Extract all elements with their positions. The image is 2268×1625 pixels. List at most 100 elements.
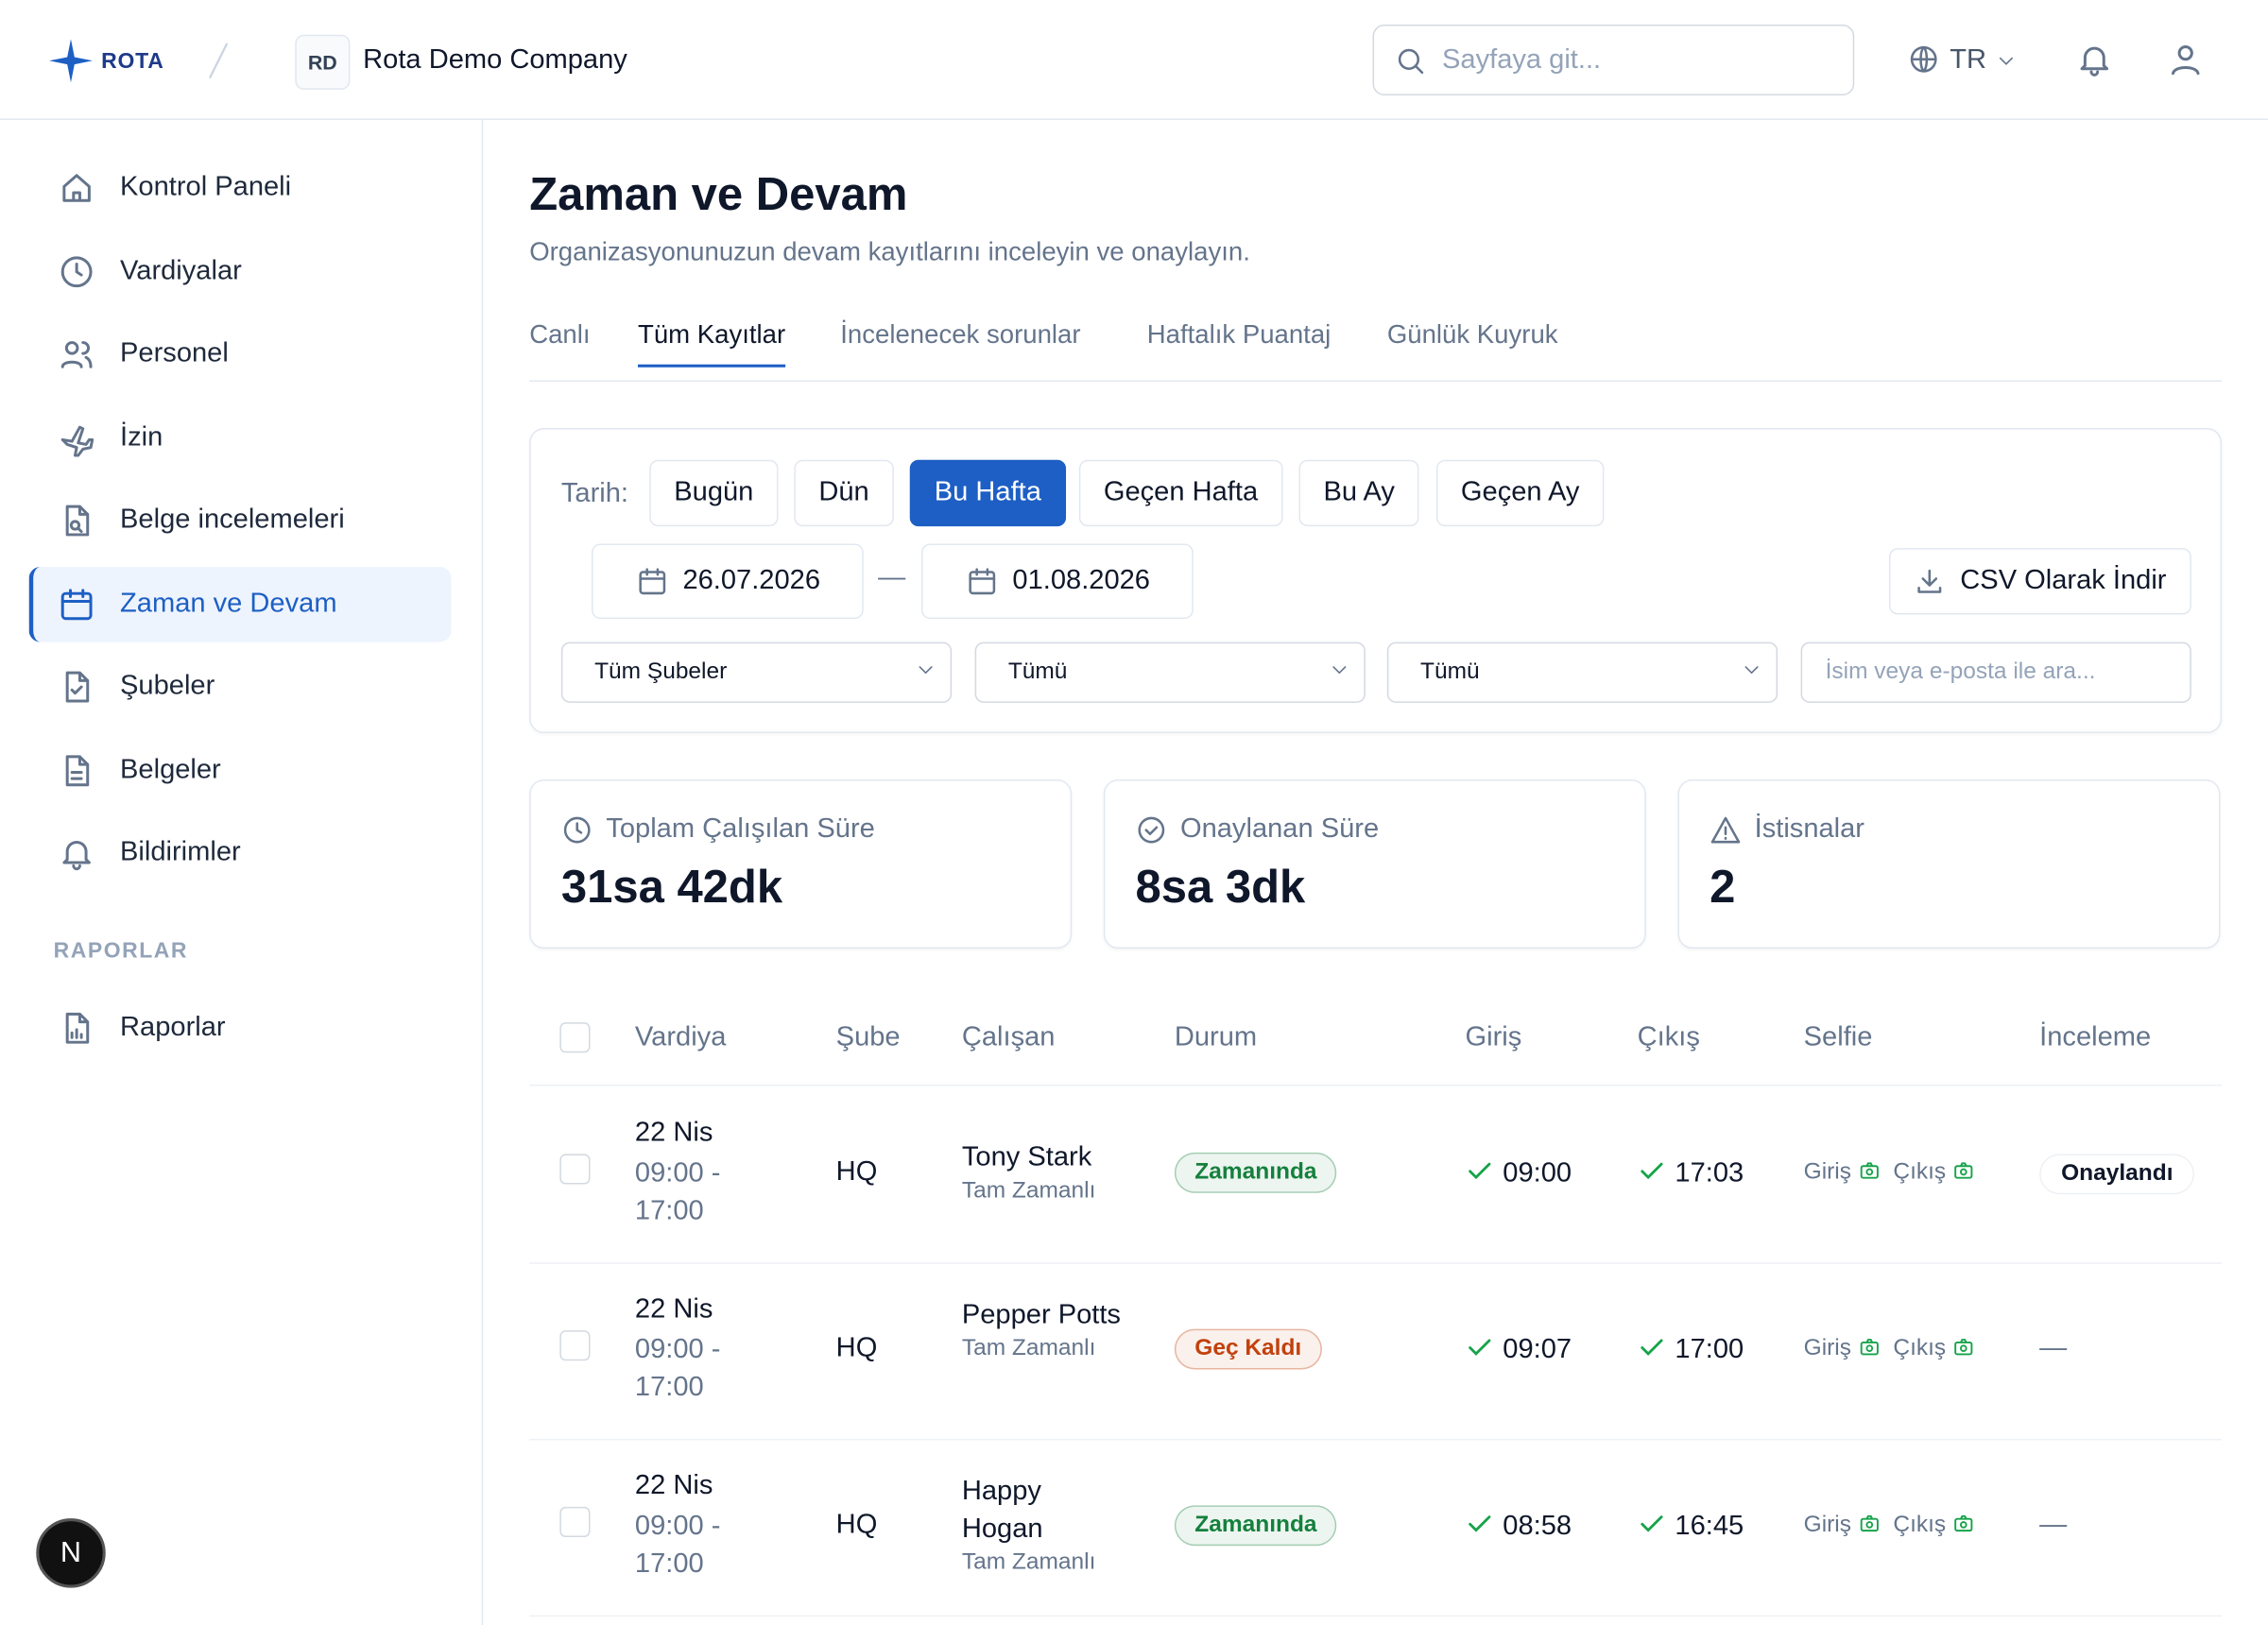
select-chevron (1330, 659, 1349, 686)
icon (1641, 1339, 1663, 1356)
nav-item[interactable]: Vardiyalar (29, 233, 452, 309)
checkbox[interactable] (559, 1506, 591, 1538)
clock-in: 09:07 (1465, 1333, 1572, 1366)
checkbox[interactable] (559, 1154, 591, 1185)
tab[interactable]: Tüm Kayıtlar (637, 319, 786, 368)
tab[interactable]: Günlük Kuyruk (1386, 319, 1558, 349)
checkbox[interactable] (559, 1330, 591, 1361)
selfie-out[interactable]: Çıkış (1893, 1336, 1947, 1361)
page-title: Zaman ve Devam (529, 167, 908, 220)
icon (1469, 1162, 1491, 1180)
nav-item[interactable]: Zaman ve Devam (28, 566, 452, 641)
clock-in-time: 08:58 (1503, 1511, 1572, 1542)
nav-item[interactable]: Personel (29, 316, 452, 392)
nav-label: Kontrol Paneli (120, 172, 292, 203)
shift-time: 09:00 - 17:00 (634, 1158, 721, 1226)
chevron (1999, 57, 2013, 65)
clock-in: 09:00 (1465, 1156, 1572, 1189)
selfie-in[interactable]: Giriş (1803, 1513, 1852, 1538)
nav-item[interactable]: Kontrol Paneli (29, 150, 452, 226)
nav-label: Belgeler (120, 754, 221, 785)
stat-value: 2 (1710, 860, 1736, 913)
select[interactable]: Tümü (974, 641, 1366, 703)
nav-item[interactable]: Şubeler (29, 649, 452, 725)
selfie-in[interactable]: Giriş (1803, 1159, 1852, 1185)
bell-icon[interactable] (2075, 41, 2113, 78)
shift-date: 22 Nis (634, 1470, 713, 1501)
date-preset[interactable]: Geçen Ay (1435, 459, 1605, 527)
icon (919, 665, 933, 674)
nav-item[interactable]: Belge incelemeleri (29, 483, 452, 558)
nav-item[interactable]: Bildirimler (29, 815, 452, 891)
stat-card: İstisnalar 2 (1677, 778, 2221, 949)
selfie: Giriş Çıkış (1804, 1513, 1988, 1539)
user-icon[interactable] (2167, 41, 2205, 78)
select[interactable]: Tüm Şubeler (560, 641, 953, 703)
icon (65, 754, 90, 786)
company-name[interactable]: Rota Demo Company (363, 44, 627, 76)
employee-name: Happy Hogan (961, 1476, 1043, 1545)
column-header: Durum (1174, 1022, 1258, 1053)
column-header: Şube (835, 1022, 901, 1053)
date-separator: — (878, 562, 906, 593)
tab[interactable]: Canlı (529, 319, 591, 349)
date-preset[interactable]: Dün (794, 459, 894, 527)
icon (1641, 1515, 1663, 1532)
employee-name: Tony Stark (961, 1142, 1092, 1173)
tab[interactable]: Haftalık Puantaj (1146, 319, 1332, 349)
date-preset[interactable]: Bugün (649, 459, 779, 527)
icon (60, 341, 93, 368)
stat-header: Onaylanan Süre (1136, 814, 1379, 847)
icon (65, 671, 90, 703)
table-row: 22 Nis 09:00 - 17:00 HQ Pepper Potts Tam Zam… (529, 1262, 2223, 1441)
checkbox[interactable] (559, 1022, 591, 1053)
tab[interactable]: İncelenecek sorunlar (840, 319, 1081, 349)
start-date[interactable]: 26.07.2026 (592, 543, 864, 620)
selfie-in[interactable]: Giriş (1803, 1336, 1852, 1361)
icon (62, 840, 91, 871)
employee: Tony Stark Tam Zamanlı (962, 1139, 1121, 1206)
page-subtitle: Organizasyonunuzun devam kayıtlarını inc… (529, 237, 1250, 266)
selfie-out[interactable]: Çıkış (1893, 1159, 1947, 1185)
employee-name: Pepper Potts (961, 1300, 1121, 1331)
dev-badge[interactable]: N (36, 1518, 106, 1588)
nav-label: İzin (120, 421, 163, 453)
date-preset[interactable]: Bu Ay (1298, 459, 1419, 527)
date-preset[interactable]: Geçen Hafta (1078, 459, 1283, 527)
icon (60, 424, 94, 456)
shift-date: 22 Nis (634, 1118, 713, 1149)
employee: Happy Hogan Tam Zamanlı (962, 1474, 1121, 1578)
nav-item[interactable]: İzin (29, 400, 452, 475)
nav-item[interactable]: Belgeler (29, 732, 452, 808)
nav-label: Vardiyalar (120, 255, 242, 286)
column-header: İnceleme (2039, 1022, 2152, 1053)
tab-rule (529, 380, 2223, 383)
name-search[interactable]: İsim veya e-posta ile ara... (1800, 641, 2191, 703)
company-avatar[interactable]: RD (295, 34, 351, 90)
calendar-icon (969, 568, 996, 595)
clock-out-time: 16:45 (1675, 1511, 1744, 1542)
export-button[interactable]: CSV Olarak İndir (1888, 548, 2191, 615)
sidebar: Kontrol Paneli Vardiyalar Personel İzin Belg… (0, 120, 484, 1625)
clock-out: 17:03 (1638, 1156, 1744, 1189)
date-preset[interactable]: Bu Hafta (909, 459, 1066, 527)
icon (65, 505, 90, 537)
stat-card: Onaylanan Süre 8sa 3dk (1103, 778, 1646, 949)
icon (65, 1012, 90, 1044)
selfie-out[interactable]: Çıkış (1893, 1513, 1947, 1538)
nav-label: Raporlar (120, 1012, 226, 1043)
search-box[interactable]: Sayfaya git... (1372, 25, 1855, 96)
section-label: RAPORLAR (53, 938, 188, 964)
date-label: Tarih: (560, 478, 628, 509)
select[interactable]: Tümü (1386, 641, 1778, 703)
language[interactable]: TR (1950, 44, 1987, 76)
icon (1744, 665, 1759, 674)
branch: HQ (835, 1333, 878, 1364)
end-date[interactable]: 01.08.2026 (920, 543, 1194, 620)
icon (1954, 1339, 1973, 1356)
selfie: Giriş Çıkış (1804, 1336, 1988, 1362)
icon (1641, 1162, 1663, 1180)
nav-item[interactable]: Raporlar (29, 990, 452, 1066)
